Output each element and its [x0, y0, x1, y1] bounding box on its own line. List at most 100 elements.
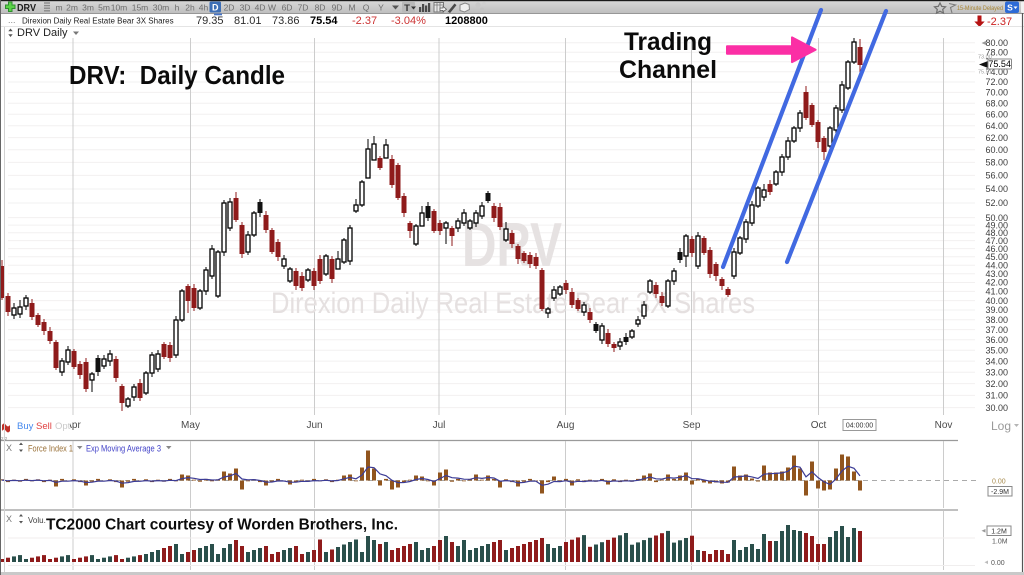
svg-text:44.00: 44.00 — [985, 260, 1008, 270]
svg-text:Q: Q — [363, 3, 370, 13]
svg-text:Log: Log — [991, 419, 1011, 433]
svg-text:62.00: 62.00 — [985, 133, 1008, 143]
svg-text:8D: 8D — [315, 3, 326, 13]
svg-text:75.51: 75.51 — [978, 70, 992, 76]
svg-text:7D: 7D — [298, 3, 309, 13]
svg-text:2h: 2h — [185, 3, 195, 13]
svg-text:15-Minute Delayed: 15-Minute Delayed — [957, 5, 1003, 12]
svg-text:W: W — [268, 3, 276, 13]
svg-text:35.00: 35.00 — [985, 346, 1008, 356]
svg-text:32.00: 32.00 — [985, 379, 1008, 389]
svg-text:50.00: 50.00 — [985, 213, 1008, 223]
svg-text:66.00: 66.00 — [985, 110, 1008, 120]
svg-text:37.00: 37.00 — [985, 325, 1008, 335]
svg-text:31.00: 31.00 — [985, 391, 1008, 401]
svg-text:68.00: 68.00 — [985, 98, 1008, 108]
svg-text:Sell: Sell — [36, 421, 52, 432]
svg-text:72.00: 72.00 — [985, 77, 1008, 87]
svg-text:64.00: 64.00 — [985, 121, 1008, 131]
svg-text:Volu.: Volu. — [28, 516, 46, 525]
svg-text:X: X — [6, 514, 12, 524]
svg-text:75.54: 75.54 — [310, 15, 338, 27]
svg-text:-2.37: -2.37 — [352, 15, 377, 27]
svg-text:...: ... — [8, 15, 16, 25]
svg-text:47.00: 47.00 — [985, 236, 1008, 246]
svg-text:Direxion Daily Real Estate Bea: Direxion Daily Real Estate Bear 3X Share… — [271, 287, 755, 320]
svg-text:40.00: 40.00 — [985, 296, 1008, 306]
svg-text:1.2M: 1.2M — [991, 529, 1007, 536]
svg-text:33.00: 33.00 — [985, 367, 1008, 377]
svg-text:Opt: Opt — [55, 421, 71, 432]
svg-text:May: May — [181, 420, 200, 431]
svg-text:30m: 30m — [153, 3, 170, 13]
svg-text:Force Index 1: Force Index 1 — [28, 444, 73, 455]
svg-text:56.00: 56.00 — [985, 171, 1008, 181]
svg-text:58.00: 58.00 — [985, 158, 1008, 168]
svg-text:Y: Y — [378, 3, 384, 13]
svg-text:6D: 6D — [282, 3, 293, 13]
svg-text:Jul: Jul — [433, 420, 446, 431]
svg-text:73.00: 73.00 — [978, 55, 992, 61]
svg-text:3D: 3D — [240, 3, 251, 13]
svg-text:Jun: Jun — [306, 420, 322, 431]
svg-text:74.00: 74.00 — [985, 67, 1008, 77]
svg-text:42.00: 42.00 — [985, 278, 1008, 288]
svg-text:48.00: 48.00 — [985, 228, 1008, 238]
svg-text:h: h — [175, 3, 180, 13]
svg-text:0.00: 0.00 — [991, 560, 1005, 567]
svg-text:Apr: Apr — [65, 420, 81, 431]
svg-text:36.00: 36.00 — [985, 335, 1008, 345]
svg-text:1208800: 1208800 — [445, 15, 488, 27]
svg-text:79.35: 79.35 — [196, 15, 224, 27]
svg-text:-2.9M: -2.9M — [991, 489, 1009, 496]
svg-text:1.0M: 1.0M — [992, 539, 1008, 546]
svg-text:60.00: 60.00 — [985, 145, 1008, 155]
svg-text:Oct: Oct — [811, 420, 827, 431]
svg-text:Exp Moving Average 3: Exp Moving Average 3 — [86, 444, 161, 455]
svg-text:-3.04%: -3.04% — [391, 15, 426, 27]
svg-text:45.00: 45.00 — [985, 252, 1008, 262]
svg-text:70.00: 70.00 — [985, 88, 1008, 98]
svg-text:4h: 4h — [199, 3, 209, 13]
svg-text:30.00: 30.00 — [985, 403, 1008, 413]
svg-text:52.00: 52.00 — [985, 198, 1008, 208]
svg-text:4D: 4D — [255, 3, 266, 13]
svg-text:49.00: 49.00 — [985, 220, 1008, 230]
svg-text:Aug: Aug — [557, 420, 575, 431]
svg-text:10m: 10m — [111, 3, 128, 13]
svg-text:DRV: DRV — [17, 2, 36, 14]
svg-text:9D: 9D — [332, 3, 343, 13]
svg-text:X: X — [6, 443, 12, 453]
svg-text:D: D — [212, 3, 219, 13]
svg-text:Sep: Sep — [683, 420, 701, 431]
svg-text:S: S — [1007, 3, 1013, 13]
svg-text:39.00: 39.00 — [985, 305, 1008, 315]
svg-text:04:00:00: 04:00:00 — [846, 423, 873, 430]
svg-text:M: M — [348, 3, 355, 13]
svg-text:T: T — [404, 3, 410, 14]
svg-text:Nov: Nov — [935, 420, 953, 431]
svg-text:2m: 2m — [66, 3, 78, 13]
svg-text:43.00: 43.00 — [985, 269, 1008, 279]
svg-text:Direxion Daily Real Estate Bea: Direxion Daily Real Estate Bear 3X Share… — [22, 17, 174, 26]
svg-text:Channel: Channel — [619, 56, 717, 84]
svg-text:TC2000 Chart courtesy of Worde: TC2000 Chart courtesy of Worden Brothers… — [46, 517, 398, 534]
svg-text:81.01: 81.01 — [234, 15, 262, 27]
svg-text:46.00: 46.00 — [985, 244, 1008, 254]
svg-text:15m: 15m — [132, 3, 149, 13]
svg-text:80.00: 80.00 — [985, 38, 1008, 48]
svg-text:m: m — [55, 3, 62, 13]
svg-text:-2.37: -2.37 — [987, 16, 1012, 28]
svg-text:34.00: 34.00 — [985, 356, 1008, 366]
svg-text:78.00: 78.00 — [985, 47, 1008, 57]
svg-text:DRV Daily: DRV Daily — [17, 27, 68, 39]
svg-text:DRV: Daily Candle: DRV: Daily Candle — [69, 60, 285, 90]
svg-text:Trading: Trading — [624, 28, 712, 56]
svg-text:Buy: Buy — [17, 421, 34, 432]
svg-text:38.00: 38.00 — [985, 315, 1008, 325]
svg-text:54.00: 54.00 — [985, 184, 1008, 194]
svg-text:41.00: 41.00 — [985, 287, 1008, 297]
svg-text:0.00: 0.00 — [992, 479, 1006, 486]
svg-text:3m: 3m — [82, 3, 94, 13]
svg-text:5m: 5m — [98, 3, 110, 13]
